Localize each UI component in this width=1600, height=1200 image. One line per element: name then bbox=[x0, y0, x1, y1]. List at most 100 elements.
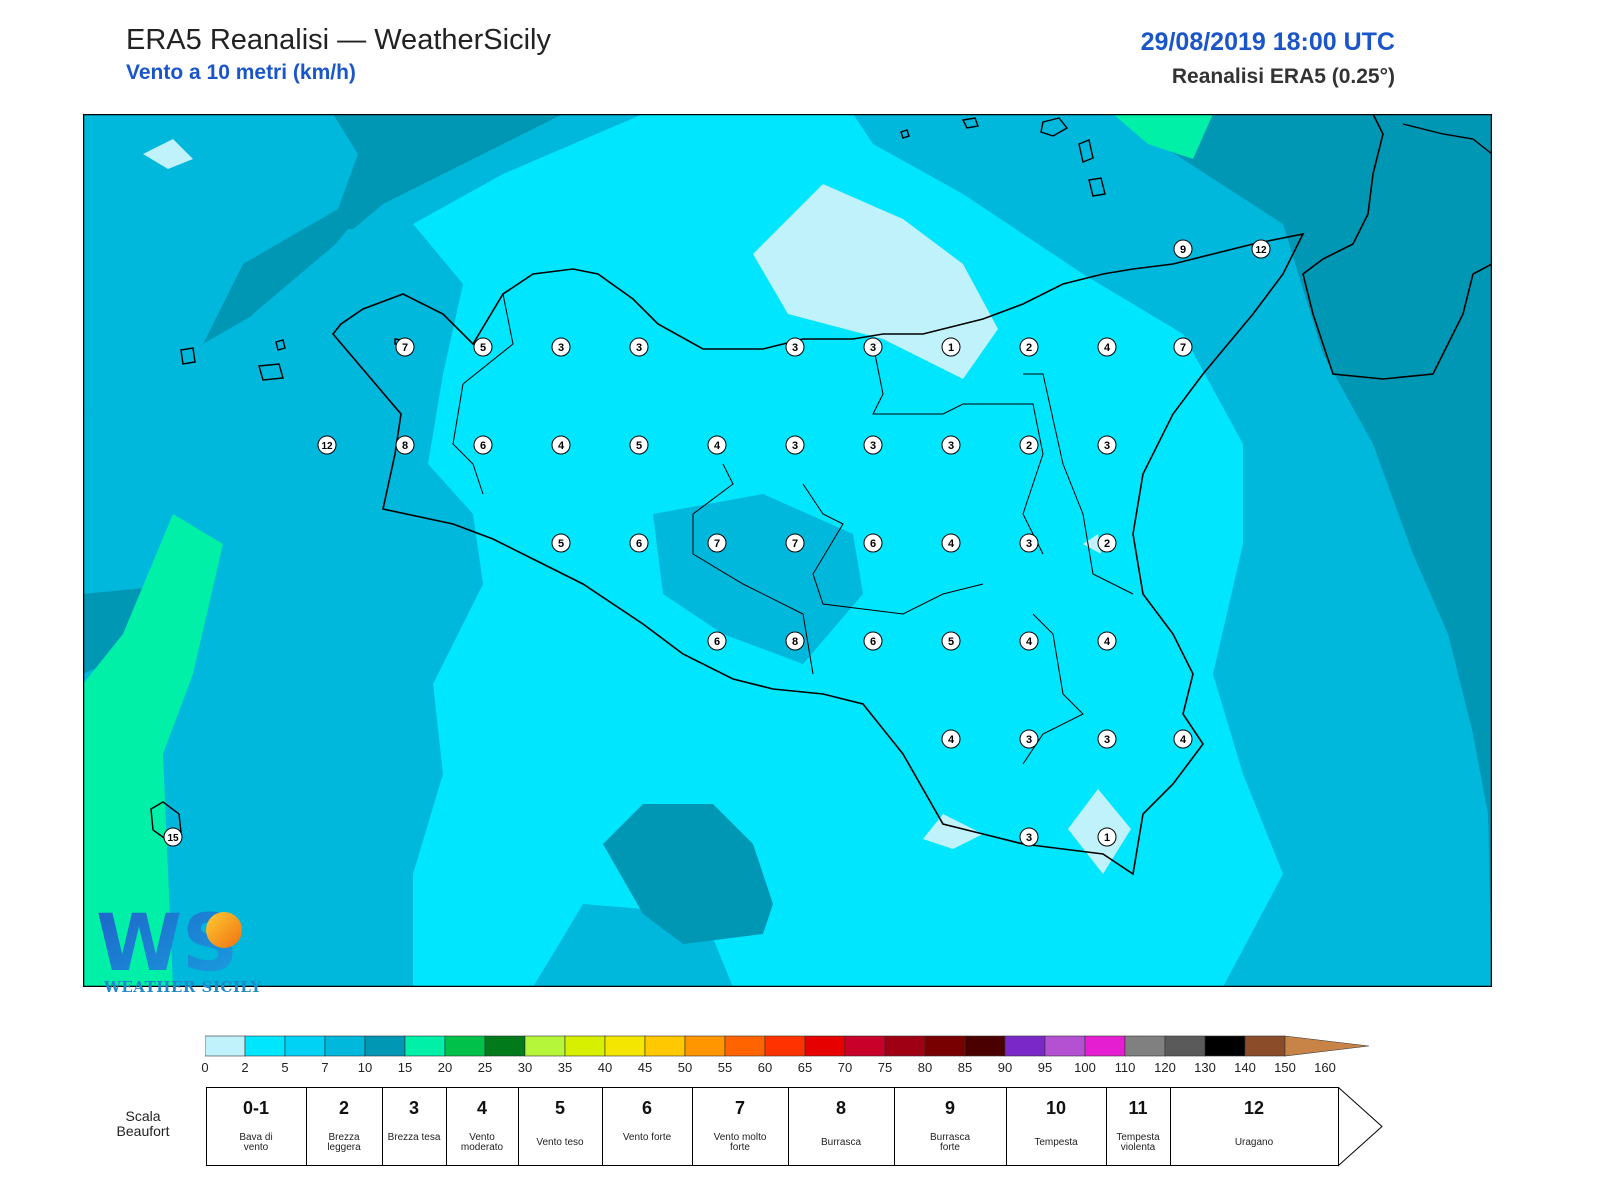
colorbar-tick-label: 75 bbox=[877, 1060, 893, 1075]
colorbar-tick-label: 110 bbox=[1114, 1060, 1136, 1075]
beaufort-cell-box bbox=[894, 1087, 1007, 1166]
station-marker: 6 bbox=[629, 533, 649, 553]
station-marker-value: 3 bbox=[636, 342, 642, 354]
colorbar-tick-label: 10 bbox=[357, 1060, 373, 1075]
beaufort-cell: 0-1 Bava di vento bbox=[206, 1087, 306, 1165]
beaufort-cell: 4 Vento moderato bbox=[446, 1087, 518, 1165]
station-marker-value: 5 bbox=[480, 342, 486, 354]
colorbar-segment bbox=[1004, 1035, 1046, 1057]
colorbar-tick-label: 140 bbox=[1234, 1060, 1256, 1075]
station-marker: 8 bbox=[395, 435, 415, 455]
station-marker: 6 bbox=[473, 435, 493, 455]
station-marker-circle bbox=[941, 533, 961, 553]
station-marker-value: 12 bbox=[321, 441, 333, 452]
station-marker-value: 7 bbox=[714, 538, 720, 550]
station-marker-value: 4 bbox=[1026, 636, 1033, 648]
colorbar-segment bbox=[205, 1035, 246, 1057]
station-marker-circle bbox=[1251, 239, 1271, 259]
beaufort-number: 6 bbox=[641, 1098, 652, 1118]
colorbar-segment bbox=[1124, 1035, 1166, 1057]
beaufort-description: Uragano bbox=[1234, 1137, 1274, 1148]
beaufort-number: 11 bbox=[1128, 1098, 1148, 1118]
station-marker: 8 bbox=[785, 631, 805, 651]
station-marker: 15 bbox=[163, 827, 183, 847]
colorbar-tick-label: 20 bbox=[437, 1060, 453, 1075]
station-marker-circle bbox=[551, 435, 571, 455]
beaufort-label-line1: Scala bbox=[125, 1108, 161, 1124]
station-marker-value: 7 bbox=[792, 538, 798, 550]
station-marker: 7 bbox=[1173, 337, 1193, 357]
colorbar-segment bbox=[1244, 1035, 1286, 1057]
datetime-label: 29/08/2019 18:00 UTC bbox=[1140, 28, 1395, 56]
station-marker-value: 8 bbox=[792, 636, 798, 648]
colorbar-tick-label: 7 bbox=[321, 1060, 329, 1075]
colorbar-tick-label: 25 bbox=[477, 1060, 493, 1075]
beaufort-description: Vento forte bbox=[622, 1132, 672, 1143]
station-marker: 3 bbox=[785, 337, 805, 357]
station-marker-value: 6 bbox=[480, 440, 486, 452]
colorbar-tick-label: 15 bbox=[397, 1060, 413, 1075]
station-marker: 1 bbox=[941, 337, 961, 357]
station-marker-value: 3 bbox=[1104, 440, 1110, 452]
station-marker-value: 5 bbox=[948, 636, 954, 648]
station-marker-value: 7 bbox=[402, 342, 408, 354]
station-marker-circle bbox=[1019, 337, 1039, 357]
station-marker-value: 1 bbox=[1104, 832, 1110, 844]
beaufort-number: 12 bbox=[1243, 1098, 1265, 1118]
station-marker-value: 8 bbox=[402, 440, 408, 452]
beaufort-number: 4 bbox=[476, 1098, 487, 1118]
station-marker-circle bbox=[1097, 435, 1117, 455]
station-marker-value: 12 bbox=[1255, 245, 1267, 256]
station-marker-circle bbox=[785, 631, 805, 651]
station-marker-value: 3 bbox=[870, 342, 876, 354]
station-marker-circle bbox=[551, 533, 571, 553]
station-marker-circle bbox=[785, 337, 805, 357]
contour-pale-east bbox=[1083, 534, 1101, 554]
beaufort-cell-box bbox=[1006, 1087, 1107, 1166]
contour-green-west bbox=[83, 514, 223, 987]
colorbar-tick-label: 160 bbox=[1314, 1060, 1336, 1075]
logo-sun-icon bbox=[206, 912, 242, 948]
colorbar-segment bbox=[1084, 1035, 1126, 1057]
province-borders bbox=[452, 293, 1134, 765]
station-marker-value: 15 bbox=[167, 833, 179, 844]
island-egadi bbox=[180, 339, 286, 381]
beaufort-number: 5 bbox=[554, 1098, 565, 1118]
beaufort-number: 7 bbox=[734, 1098, 745, 1118]
beaufort-cell: 8 Burrasca bbox=[788, 1087, 894, 1165]
station-marker-value: 4 bbox=[948, 538, 955, 550]
colorbar-tick-label: 30 bbox=[517, 1060, 533, 1075]
station-marker: 2 bbox=[1019, 337, 1039, 357]
beaufort-number: 3 bbox=[408, 1098, 419, 1118]
station-marker: 3 bbox=[941, 435, 961, 455]
colorbar-tick-label: 95 bbox=[1037, 1060, 1053, 1075]
station-marker: 3 bbox=[1019, 729, 1039, 749]
station-marker-value: 6 bbox=[870, 538, 876, 550]
station-marker-value: 3 bbox=[792, 342, 798, 354]
station-marker-circle bbox=[707, 631, 727, 651]
colorbar-segment bbox=[404, 1035, 446, 1057]
beaufort-cell: 7 Vento molto forte bbox=[692, 1087, 788, 1165]
colorbar-segment bbox=[1044, 1035, 1086, 1057]
beaufort-cell: 9 Burrasca forte bbox=[894, 1087, 1006, 1165]
station-marker: 6 bbox=[707, 631, 727, 651]
island-alicudi bbox=[900, 129, 910, 139]
map-title: ERA5 Reanalisi — WeatherSicily bbox=[126, 24, 551, 56]
colorbar-segment bbox=[244, 1035, 286, 1057]
station-marker-circle bbox=[941, 337, 961, 357]
station-marker-value: 5 bbox=[558, 538, 564, 550]
station-marker-circle bbox=[1173, 239, 1193, 259]
beaufort-number: 10 bbox=[1045, 1098, 1067, 1118]
station-marker: 3 bbox=[1019, 533, 1039, 553]
station-values: 7 5 3 3 3 3 1 2 4 712 8 6 4 5 4 3 3 3 2 35 6 7 7 6 4 3 26 8 6 5 4 44 3 3 4… bbox=[163, 239, 1271, 847]
colorbar-segment bbox=[1164, 1035, 1206, 1057]
station-marker-circle bbox=[785, 435, 805, 455]
sicily-coastline bbox=[331, 232, 1305, 876]
station-marker: 6 bbox=[863, 533, 883, 553]
station-marker-circle bbox=[551, 337, 571, 357]
colorbar-arrow bbox=[1284, 1035, 1370, 1057]
beaufort-number: 2 bbox=[338, 1098, 349, 1118]
beaufort-cell-box bbox=[518, 1087, 603, 1166]
colorbar-segment bbox=[844, 1035, 886, 1057]
station-marker-value: 6 bbox=[870, 636, 876, 648]
